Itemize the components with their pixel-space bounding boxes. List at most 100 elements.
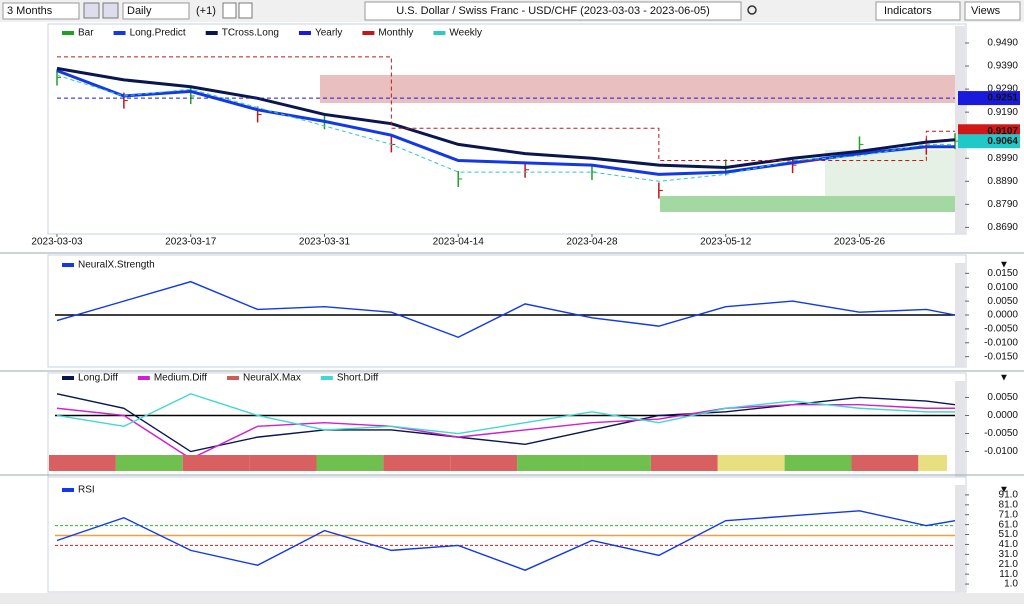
legend-swatch — [298, 31, 311, 35]
y-tick-label: -0.0050 — [984, 324, 1018, 335]
period-select[interactable] — [2, 2, 80, 20]
support-zone — [660, 196, 965, 212]
offset-plus[interactable] — [222, 2, 237, 19]
y-tick-label: 0.0050 — [987, 296, 1018, 307]
series-line — [56, 69, 955, 176]
x-tick-label: 2023-03-17 — [165, 237, 217, 248]
series-line — [56, 403, 955, 460]
y-tick-label: 0.9490 — [987, 38, 1018, 49]
y-tick-label: 0.9390 — [987, 61, 1018, 72]
axis-strip — [955, 485, 965, 592]
legend-swatch — [227, 376, 240, 380]
y-tick-label: 0.0000 — [987, 310, 1018, 321]
zoom-out[interactable] — [102, 2, 119, 19]
max-band-cell — [851, 455, 919, 471]
max-band-cell — [316, 455, 384, 471]
y-tick-label: 21.0 — [999, 559, 1019, 570]
axis-strip — [955, 381, 965, 477]
legend-swatch — [62, 31, 74, 35]
max-band-cell — [115, 455, 183, 471]
interval-select[interactable] — [122, 2, 190, 20]
series-line — [56, 74, 955, 182]
search-icon[interactable] — [747, 5, 757, 15]
price-label — [958, 91, 1020, 106]
legend-swatch — [137, 376, 150, 380]
y-tick-label: 0.0000 — [987, 410, 1018, 421]
legend-label: Bar — [78, 28, 94, 39]
offset-minus[interactable] — [238, 2, 253, 19]
period: 3 Months — [7, 5, 53, 17]
scrollbar — [0, 593, 1024, 604]
legend-swatch — [62, 488, 74, 492]
max-band-cell — [383, 455, 451, 471]
x-tick-label: 2023-04-14 — [433, 237, 485, 248]
legend-label: Short.Diff — [337, 373, 379, 384]
panel-frame — [47, 254, 967, 368]
series-line — [56, 280, 956, 338]
y-tick-label: 11.0 — [999, 569, 1018, 580]
close-icon: ▼ — [999, 485, 1009, 496]
series-line — [57, 56, 955, 162]
y-tick-label: 0.0050 — [987, 392, 1018, 403]
legend-label: NeuralX.Max — [243, 373, 301, 384]
max-band-cell — [182, 455, 250, 471]
legend-swatch — [433, 31, 446, 35]
y-tick-label: 91.0 — [999, 490, 1019, 501]
views-button[interactable] — [964, 1, 1021, 21]
y-tick-label: 0.0100 — [987, 282, 1018, 293]
y-tick-label: 0.8890 — [987, 176, 1018, 187]
x-tick-label: 2023-05-26 — [834, 237, 886, 248]
series-line — [56, 66, 956, 169]
y-tick-label: 0.9290 — [987, 84, 1018, 95]
price-label-text: 0.9107 — [987, 126, 1018, 137]
y-tick-label: 71.0 — [999, 509, 1019, 520]
legend-label: Medium.Diff — [154, 373, 207, 384]
max-band-cell — [784, 455, 852, 471]
series-line — [56, 393, 955, 435]
range-zone — [825, 150, 965, 196]
legend-label: RSI — [78, 485, 95, 496]
y-tick-label: -0.0100 — [984, 446, 1018, 457]
price-label-text: 0.9251 — [987, 93, 1018, 104]
axis-strip — [955, 263, 965, 367]
x-tick-label: 2023-03-31 — [299, 237, 351, 248]
series-line — [56, 393, 956, 453]
max-band-cell — [450, 455, 518, 471]
y-tick-label: 61.0 — [999, 519, 1019, 530]
legend-label: Weekly — [449, 28, 482, 39]
legend-label: TCross.Long — [222, 28, 279, 39]
resistance-zone — [320, 75, 965, 103]
close-icon: ▼ — [999, 373, 1009, 384]
y-tick-label: 41.0 — [999, 539, 1019, 550]
title-box[interactable] — [364, 1, 742, 21]
max-band-cell — [717, 455, 785, 471]
legend-swatch — [62, 263, 74, 267]
x-tick-label: 2023-04-28 — [566, 237, 618, 248]
legend-swatch — [205, 31, 218, 35]
indicators-button[interactable] — [875, 1, 961, 21]
close-icon: ▼ — [999, 260, 1009, 271]
indicators: Indicators — [884, 5, 932, 17]
y-tick-label: 0.0150 — [987, 268, 1018, 279]
legend-label: NeuralX.Strength — [78, 260, 155, 271]
max-band-cell — [249, 455, 317, 471]
legend-swatch — [113, 31, 126, 35]
zoom-in[interactable] — [83, 2, 100, 19]
max-band-cell — [583, 455, 651, 471]
legend-swatch — [62, 376, 74, 380]
y-tick-label: -0.0100 — [984, 337, 1018, 348]
y-tick-label: 0.9190 — [987, 107, 1018, 118]
series-line — [56, 510, 956, 571]
y-tick-label: 0.8990 — [987, 153, 1018, 164]
price-label — [958, 134, 1020, 149]
x-tick-label: 2023-05-12 — [700, 237, 752, 248]
y-tick-label: 0.8690 — [987, 222, 1018, 233]
y-tick-label: -0.0150 — [984, 351, 1018, 362]
y-tick-label: 81.0 — [999, 499, 1019, 510]
max-band-cell — [49, 455, 116, 471]
legend-label: Monthly — [378, 28, 413, 39]
views: Views — [971, 5, 1001, 17]
max-band-cell — [918, 455, 947, 471]
